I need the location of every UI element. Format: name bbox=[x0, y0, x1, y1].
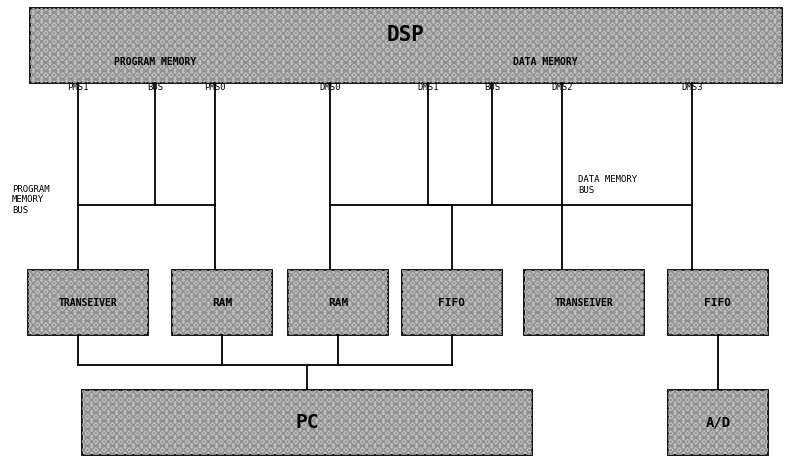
Bar bbox=[667, 390, 767, 455]
Bar bbox=[523, 270, 643, 335]
Bar bbox=[30, 8, 781, 83]
Text: TRANSEIVER: TRANSEIVER bbox=[58, 298, 118, 307]
Text: FIFO: FIFO bbox=[704, 298, 731, 307]
Text: DSP: DSP bbox=[387, 25, 424, 45]
Bar bbox=[667, 390, 767, 455]
Bar bbox=[172, 270, 272, 335]
Bar bbox=[401, 270, 501, 335]
Text: BUS: BUS bbox=[147, 83, 163, 92]
Bar bbox=[401, 270, 501, 335]
Bar bbox=[30, 8, 781, 83]
Bar bbox=[288, 270, 388, 335]
Bar bbox=[172, 270, 272, 335]
Text: PMS0: PMS0 bbox=[204, 83, 225, 92]
Bar bbox=[172, 270, 272, 335]
Text: BUS: BUS bbox=[483, 83, 500, 92]
Text: TRANSEIVER: TRANSEIVER bbox=[554, 298, 612, 307]
Bar bbox=[82, 390, 531, 455]
Bar bbox=[28, 270, 148, 335]
Bar bbox=[28, 270, 148, 335]
Bar bbox=[28, 270, 148, 335]
Bar bbox=[667, 270, 767, 335]
Text: DMS1: DMS1 bbox=[417, 83, 438, 92]
Bar bbox=[82, 390, 531, 455]
Text: RAM: RAM bbox=[212, 298, 232, 307]
Bar bbox=[523, 270, 643, 335]
Text: A/D: A/D bbox=[705, 415, 730, 430]
Bar bbox=[401, 270, 501, 335]
Bar bbox=[667, 390, 767, 455]
Text: DMS2: DMS2 bbox=[551, 83, 572, 92]
Text: DATA MEMORY
BUS: DATA MEMORY BUS bbox=[577, 175, 637, 195]
Text: PMS1: PMS1 bbox=[67, 83, 88, 92]
Text: DATA MEMORY: DATA MEMORY bbox=[512, 57, 577, 67]
Bar bbox=[523, 270, 643, 335]
Text: PROGRAM MEMORY: PROGRAM MEMORY bbox=[114, 57, 196, 67]
Text: PROGRAM
MEMORY
BUS: PROGRAM MEMORY BUS bbox=[12, 185, 49, 215]
Text: FIFO: FIFO bbox=[438, 298, 465, 307]
Text: PC: PC bbox=[295, 413, 319, 432]
Bar bbox=[288, 270, 388, 335]
Text: RAM: RAM bbox=[328, 298, 348, 307]
Text: DMS3: DMS3 bbox=[680, 83, 702, 92]
Bar bbox=[667, 270, 767, 335]
Bar bbox=[667, 270, 767, 335]
Bar bbox=[30, 8, 781, 83]
Text: DMS0: DMS0 bbox=[319, 83, 341, 92]
Bar bbox=[82, 390, 531, 455]
Bar bbox=[288, 270, 388, 335]
